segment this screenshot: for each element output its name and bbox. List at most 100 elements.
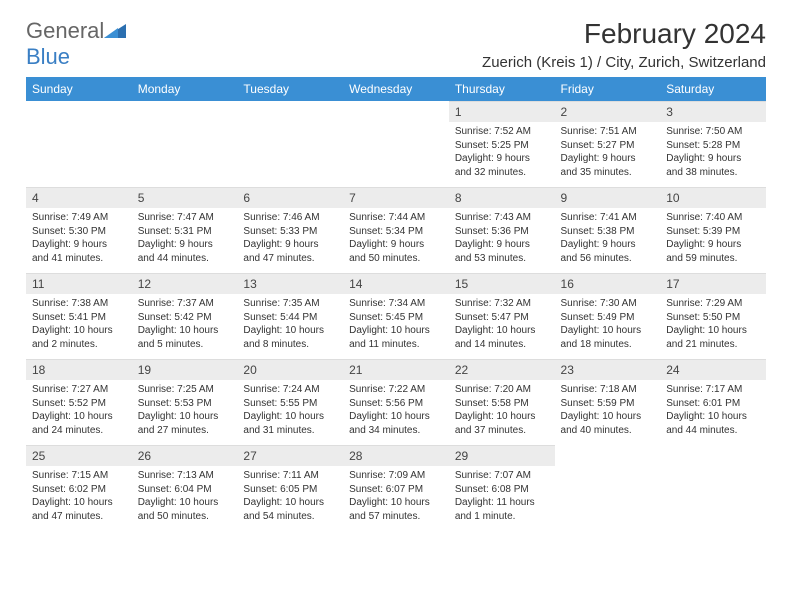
day-number: 19: [132, 359, 238, 380]
day-number: 20: [237, 359, 343, 380]
day-number: 28: [343, 445, 449, 466]
day-details: Sunrise: 7:11 AMSunset: 6:05 PMDaylight:…: [237, 466, 343, 529]
calendar-cell: 27Sunrise: 7:11 AMSunset: 6:05 PMDayligh…: [237, 445, 343, 531]
day-number: 14: [343, 273, 449, 294]
day-number: 7: [343, 187, 449, 208]
calendar-cell: [343, 101, 449, 187]
day-details: Sunrise: 7:13 AMSunset: 6:04 PMDaylight:…: [132, 466, 238, 529]
calendar-row: 18Sunrise: 7:27 AMSunset: 5:52 PMDayligh…: [26, 359, 766, 445]
calendar-cell: 4Sunrise: 7:49 AMSunset: 5:30 PMDaylight…: [26, 187, 132, 273]
day-number: 2: [555, 101, 661, 122]
calendar-cell: 5Sunrise: 7:47 AMSunset: 5:31 PMDaylight…: [132, 187, 238, 273]
day-number: 21: [343, 359, 449, 380]
calendar-cell: 8Sunrise: 7:43 AMSunset: 5:36 PMDaylight…: [449, 187, 555, 273]
weekday-header: Tuesday: [237, 77, 343, 101]
calendar-cell: 25Sunrise: 7:15 AMSunset: 6:02 PMDayligh…: [26, 445, 132, 531]
calendar-table: SundayMondayTuesdayWednesdayThursdayFrid…: [26, 77, 766, 531]
day-number: 22: [449, 359, 555, 380]
brand-text: General Blue: [26, 18, 126, 70]
calendar-cell: 23Sunrise: 7:18 AMSunset: 5:59 PMDayligh…: [555, 359, 661, 445]
weekday-header: Monday: [132, 77, 238, 101]
calendar-cell: 12Sunrise: 7:37 AMSunset: 5:42 PMDayligh…: [132, 273, 238, 359]
day-details: Sunrise: 7:41 AMSunset: 5:38 PMDaylight:…: [555, 208, 661, 271]
day-details: Sunrise: 7:07 AMSunset: 6:08 PMDaylight:…: [449, 466, 555, 529]
day-details: Sunrise: 7:20 AMSunset: 5:58 PMDaylight:…: [449, 380, 555, 443]
day-number: 26: [132, 445, 238, 466]
day-details: Sunrise: 7:35 AMSunset: 5:44 PMDaylight:…: [237, 294, 343, 357]
calendar-cell: 15Sunrise: 7:32 AMSunset: 5:47 PMDayligh…: [449, 273, 555, 359]
day-number: 25: [26, 445, 132, 466]
day-number: 16: [555, 273, 661, 294]
day-number: 12: [132, 273, 238, 294]
day-number: 23: [555, 359, 661, 380]
calendar-cell: 19Sunrise: 7:25 AMSunset: 5:53 PMDayligh…: [132, 359, 238, 445]
calendar-cell: 13Sunrise: 7:35 AMSunset: 5:44 PMDayligh…: [237, 273, 343, 359]
calendar-cell: 28Sunrise: 7:09 AMSunset: 6:07 PMDayligh…: [343, 445, 449, 531]
day-details: Sunrise: 7:15 AMSunset: 6:02 PMDaylight:…: [26, 466, 132, 529]
day-number: 3: [660, 101, 766, 122]
brand-logo: General Blue: [26, 18, 126, 70]
day-details: Sunrise: 7:37 AMSunset: 5:42 PMDaylight:…: [132, 294, 238, 357]
weekday-header: Wednesday: [343, 77, 449, 101]
day-details: Sunrise: 7:50 AMSunset: 5:28 PMDaylight:…: [660, 122, 766, 185]
brand-word1: General: [26, 18, 104, 43]
day-number: 10: [660, 187, 766, 208]
calendar-cell: 11Sunrise: 7:38 AMSunset: 5:41 PMDayligh…: [26, 273, 132, 359]
triangle-icon: [104, 24, 126, 38]
calendar-row: 1Sunrise: 7:52 AMSunset: 5:25 PMDaylight…: [26, 101, 766, 187]
header: General Blue February 2024 Zuerich (Krei…: [26, 18, 766, 71]
calendar-cell: 24Sunrise: 7:17 AMSunset: 6:01 PMDayligh…: [660, 359, 766, 445]
calendar-body: 1Sunrise: 7:52 AMSunset: 5:25 PMDaylight…: [26, 101, 766, 531]
calendar-cell: [26, 101, 132, 187]
day-number: 11: [26, 273, 132, 294]
day-details: Sunrise: 7:47 AMSunset: 5:31 PMDaylight:…: [132, 208, 238, 271]
day-details: Sunrise: 7:46 AMSunset: 5:33 PMDaylight:…: [237, 208, 343, 271]
brand-word2: Blue: [26, 44, 70, 69]
day-number: 27: [237, 445, 343, 466]
day-details: Sunrise: 7:27 AMSunset: 5:52 PMDaylight:…: [26, 380, 132, 443]
calendar-cell: 2Sunrise: 7:51 AMSunset: 5:27 PMDaylight…: [555, 101, 661, 187]
calendar-row: 4Sunrise: 7:49 AMSunset: 5:30 PMDaylight…: [26, 187, 766, 273]
day-number: 13: [237, 273, 343, 294]
day-details: Sunrise: 7:30 AMSunset: 5:49 PMDaylight:…: [555, 294, 661, 357]
weekday-header: Thursday: [449, 77, 555, 101]
day-details: Sunrise: 7:24 AMSunset: 5:55 PMDaylight:…: [237, 380, 343, 443]
day-number: 8: [449, 187, 555, 208]
day-details: Sunrise: 7:49 AMSunset: 5:30 PMDaylight:…: [26, 208, 132, 271]
day-details: Sunrise: 7:34 AMSunset: 5:45 PMDaylight:…: [343, 294, 449, 357]
day-number: 4: [26, 187, 132, 208]
calendar-cell: 18Sunrise: 7:27 AMSunset: 5:52 PMDayligh…: [26, 359, 132, 445]
title-block: February 2024 Zuerich (Kreis 1) / City, …: [482, 18, 766, 71]
day-details: Sunrise: 7:52 AMSunset: 5:25 PMDaylight:…: [449, 122, 555, 185]
weekday-header: Sunday: [26, 77, 132, 101]
location-subtitle: Zuerich (Kreis 1) / City, Zurich, Switze…: [482, 54, 766, 71]
calendar-row: 11Sunrise: 7:38 AMSunset: 5:41 PMDayligh…: [26, 273, 766, 359]
calendar-cell: 1Sunrise: 7:52 AMSunset: 5:25 PMDaylight…: [449, 101, 555, 187]
calendar-cell: 26Sunrise: 7:13 AMSunset: 6:04 PMDayligh…: [132, 445, 238, 531]
weekday-header-row: SundayMondayTuesdayWednesdayThursdayFrid…: [26, 77, 766, 101]
day-number: 5: [132, 187, 238, 208]
weekday-header: Friday: [555, 77, 661, 101]
day-number: 9: [555, 187, 661, 208]
calendar-row: 25Sunrise: 7:15 AMSunset: 6:02 PMDayligh…: [26, 445, 766, 531]
day-details: Sunrise: 7:17 AMSunset: 6:01 PMDaylight:…: [660, 380, 766, 443]
calendar-cell: 21Sunrise: 7:22 AMSunset: 5:56 PMDayligh…: [343, 359, 449, 445]
day-number: 15: [449, 273, 555, 294]
day-details: Sunrise: 7:44 AMSunset: 5:34 PMDaylight:…: [343, 208, 449, 271]
day-details: Sunrise: 7:43 AMSunset: 5:36 PMDaylight:…: [449, 208, 555, 271]
day-number: 18: [26, 359, 132, 380]
day-number: 29: [449, 445, 555, 466]
calendar-cell: 6Sunrise: 7:46 AMSunset: 5:33 PMDaylight…: [237, 187, 343, 273]
day-number: 24: [660, 359, 766, 380]
calendar-cell: [132, 101, 238, 187]
calendar-cell: 7Sunrise: 7:44 AMSunset: 5:34 PMDaylight…: [343, 187, 449, 273]
day-details: Sunrise: 7:32 AMSunset: 5:47 PMDaylight:…: [449, 294, 555, 357]
calendar-cell: 9Sunrise: 7:41 AMSunset: 5:38 PMDaylight…: [555, 187, 661, 273]
day-details: Sunrise: 7:51 AMSunset: 5:27 PMDaylight:…: [555, 122, 661, 185]
day-number: 1: [449, 101, 555, 122]
calendar-cell: 3Sunrise: 7:50 AMSunset: 5:28 PMDaylight…: [660, 101, 766, 187]
day-details: Sunrise: 7:09 AMSunset: 6:07 PMDaylight:…: [343, 466, 449, 529]
calendar-cell: [660, 445, 766, 531]
calendar-cell: [237, 101, 343, 187]
day-details: Sunrise: 7:18 AMSunset: 5:59 PMDaylight:…: [555, 380, 661, 443]
